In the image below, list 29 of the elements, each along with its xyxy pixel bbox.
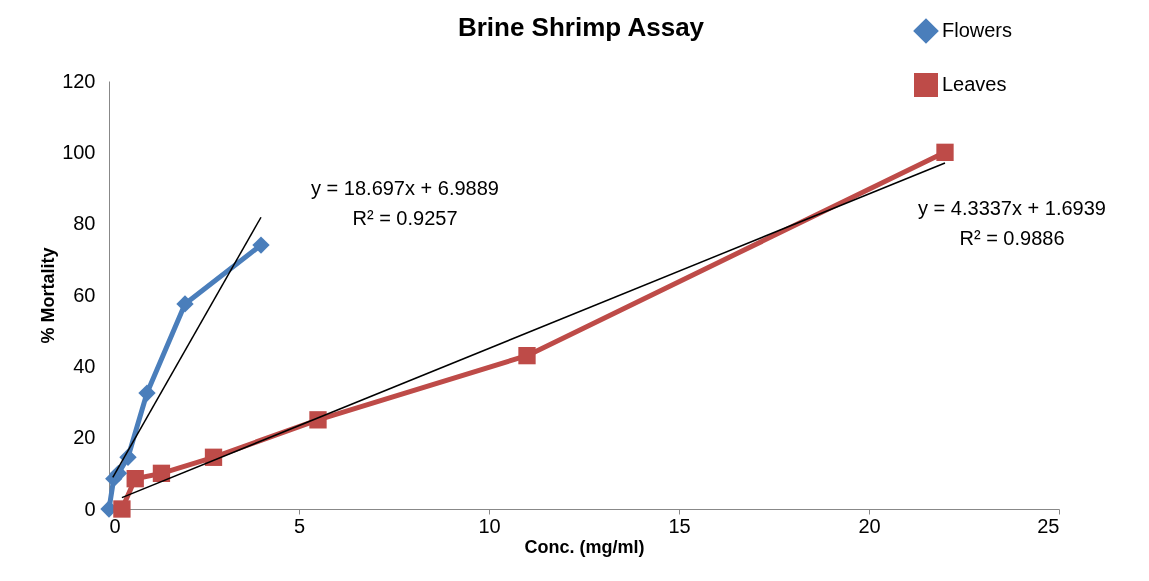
y-tick-label: 120: [62, 69, 96, 92]
y-tick-label: 0: [84, 497, 96, 520]
point: [936, 143, 954, 161]
x-tick-label: 20: [858, 514, 881, 537]
x-tick-label: 5: [293, 514, 306, 537]
point: [252, 236, 270, 254]
x-tick-label: 25: [1037, 514, 1060, 537]
point: [138, 384, 156, 402]
point: [113, 500, 131, 518]
x-tick-label: 10: [478, 514, 501, 537]
y-tick-label: 80: [73, 212, 96, 235]
point: [176, 295, 194, 313]
point: [152, 464, 171, 482]
chart-title: Brine Shrimp Assay: [457, 12, 705, 42]
legend-label: Leaves: [942, 73, 1007, 95]
annotation: y = 18.697x + 6.9889 R² = 0.9257: [311, 177, 499, 229]
y-tick-label: 100: [62, 140, 96, 163]
x-axis-title: Conc. (mg/ml): [524, 536, 645, 557]
point: [518, 346, 536, 365]
point: [309, 411, 327, 429]
point: [126, 470, 144, 488]
y-tick-label: 40: [73, 354, 96, 377]
annotation: y = 4.3337x + 1.6939 R² = 0.9886: [918, 197, 1106, 249]
x-tick-label: 15: [668, 514, 691, 537]
legend-label: Flowers: [942, 19, 1013, 41]
y-tick-label: 60: [73, 283, 96, 306]
y-axis-title: % Mortality: [38, 247, 59, 344]
x-tick-label: 0: [109, 514, 121, 537]
y-tick-label: 20: [73, 426, 96, 449]
